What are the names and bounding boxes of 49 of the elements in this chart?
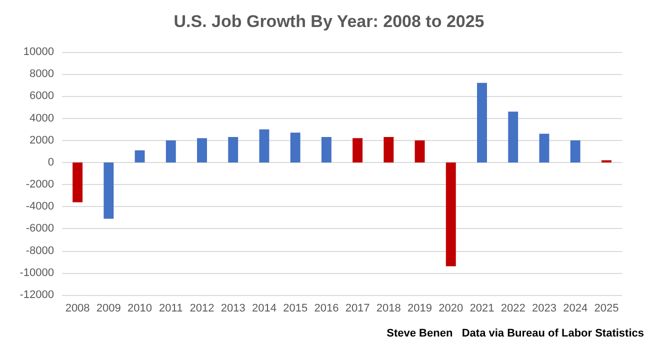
x-tick-label: 2019 — [408, 302, 432, 314]
bar — [321, 137, 332, 162]
bar — [290, 132, 300, 162]
y-tick-label: -12000 — [20, 289, 54, 301]
x-tick-label: 2020 — [438, 302, 464, 314]
x-tick-label: 2025 — [594, 302, 619, 314]
y-tick-label: 4000 — [30, 112, 54, 124]
x-tick-label: 2017 — [345, 302, 370, 314]
y-tick-label: -2000 — [26, 178, 54, 191]
text: Steve Benen Data via Bureau of Labor Statistics — [386, 328, 644, 340]
bar — [414, 140, 425, 162]
x-tick-label: 2008 — [65, 302, 90, 314]
y-tick-label: 10000 — [23, 46, 54, 58]
x-tick-label: 2021 — [470, 302, 494, 314]
bar — [446, 162, 456, 266]
x-tick-label: 2014 — [252, 302, 276, 314]
bar — [228, 137, 238, 162]
x-tick-label: 2009 — [96, 302, 121, 314]
bar — [104, 162, 114, 219]
x-tick-label: 2018 — [376, 302, 401, 314]
x-tick-label: 2022 — [500, 302, 526, 314]
bar — [259, 129, 270, 162]
y-tick-label: 6000 — [30, 90, 54, 102]
bar — [384, 137, 394, 162]
y-tick-label: 2000 — [30, 134, 54, 146]
x-tick-label: 2016 — [314, 302, 339, 314]
bar — [508, 112, 518, 162]
x-tick-label: 2024 — [563, 302, 588, 314]
x-tick-label: 2015 — [283, 302, 308, 314]
x-tick-label: 2011 — [159, 302, 183, 314]
bar — [197, 138, 207, 162]
y-tick-label: 8000 — [30, 68, 54, 80]
bar — [166, 140, 176, 162]
bar — [72, 162, 83, 202]
bar — [570, 140, 580, 162]
bar — [134, 150, 145, 162]
x-tick-label: 2010 — [128, 302, 152, 314]
y-tick-label: -10000 — [20, 266, 54, 279]
y-tick-label: -4000 — [26, 200, 54, 213]
y-tick-label: -6000 — [26, 222, 54, 235]
y-tick-label: 0 — [48, 156, 54, 168]
x-tick-label: 2012 — [190, 302, 214, 314]
chart-title: U.S. Job Growth By Year: 2008 to 2025 — [174, 12, 484, 31]
bar — [477, 82, 487, 162]
x-tick-label: 2023 — [532, 302, 556, 314]
bar — [352, 138, 363, 162]
bar — [539, 134, 550, 162]
x-tick-label: 2013 — [220, 302, 246, 314]
y-tick-label: -8000 — [26, 244, 54, 257]
